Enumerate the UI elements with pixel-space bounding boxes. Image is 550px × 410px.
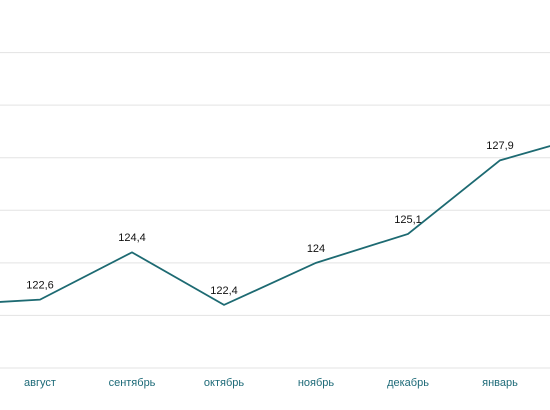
data-label: 122,4 (210, 285, 238, 297)
x-tick-label: январь (482, 377, 518, 389)
x-tick-label: август (24, 377, 56, 389)
x-tick-label: декабрь (387, 377, 429, 389)
data-label: 125,1 (394, 214, 422, 226)
data-label: 127,9 (486, 140, 514, 152)
line (0, 145, 550, 306)
x-tick-label: сентябрь (109, 377, 156, 389)
data-label: 122,6 (26, 280, 54, 292)
data-label: 124 (307, 243, 325, 255)
x-tick-label: октябрь (204, 377, 244, 389)
data-label: 124,4 (118, 232, 146, 244)
x-tick-label: ноябрь (298, 377, 335, 389)
